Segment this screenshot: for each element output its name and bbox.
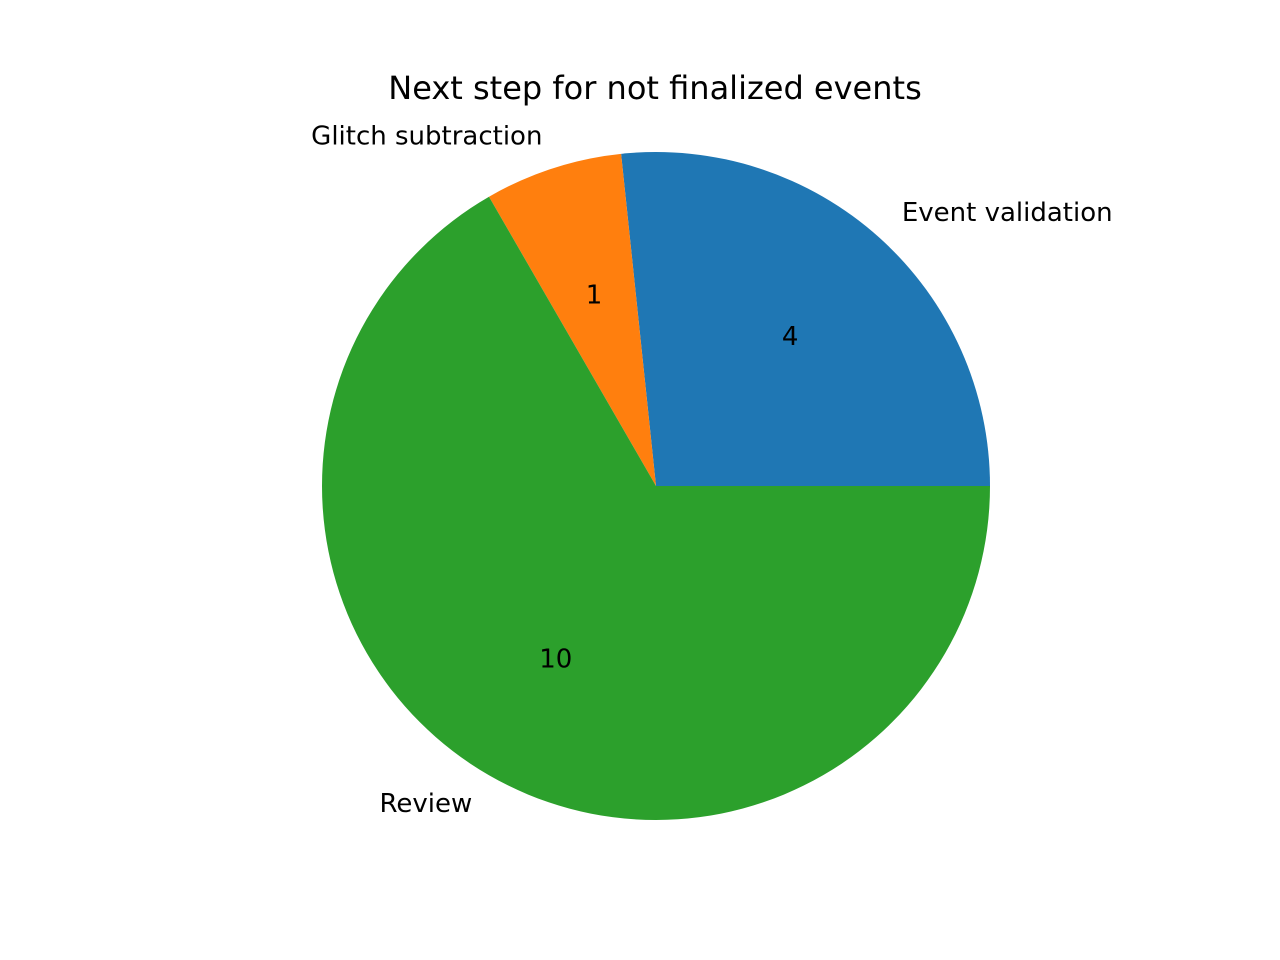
pie-slice-review (322, 196, 991, 821)
pie-slice-glitch-subtraction (489, 153, 656, 486)
slice-label-glitch-subtraction: Glitch subtraction (311, 122, 542, 152)
slice-value-event-validation: 4 (782, 322, 799, 352)
slice-value-glitch-subtraction: 1 (586, 280, 603, 310)
slice-label-event-validation: Event validation (902, 198, 1113, 228)
pie-slice-event-validation (621, 151, 990, 486)
pie-slices (322, 151, 991, 821)
chart-title: Next step for not finalized events (388, 69, 921, 107)
slice-value-review: 10 (539, 645, 572, 675)
slice-label-review: Review (380, 789, 473, 819)
pie-labels: Event validation 4 Glitch subtraction 1 Revi… (311, 122, 1112, 820)
